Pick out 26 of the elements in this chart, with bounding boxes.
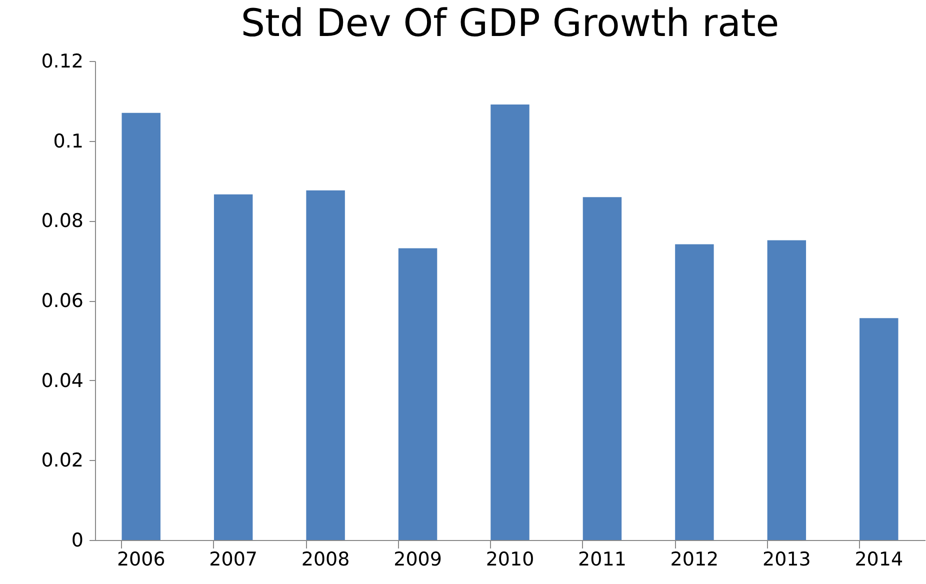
- y-tick-label: 0.04: [41, 370, 84, 392]
- y-tick-label: 0.02: [41, 450, 84, 472]
- y-tick-label: 0.1: [53, 130, 84, 152]
- x-tick-label: 2007: [209, 548, 258, 570]
- x-tick-label: 2006: [116, 548, 166, 570]
- x-tick-label: 2011: [578, 548, 626, 570]
- bar: [306, 190, 345, 540]
- bar: [398, 248, 438, 540]
- chart-title: Std Dev Of GDP Growth rate: [240, 1, 780, 45]
- x-tick-label: 2009: [394, 548, 442, 570]
- y-tick-label: 0.08: [41, 210, 84, 232]
- x-tick-label: 2013: [762, 548, 811, 570]
- y-tick-label: 0.12: [41, 50, 84, 72]
- bar: [214, 194, 253, 540]
- x-tick-label: 2008: [301, 548, 350, 570]
- y-tick-label: 0.06: [41, 290, 84, 312]
- bar: [675, 244, 714, 540]
- x-tick-label: 2014: [854, 548, 904, 570]
- bar: [122, 112, 160, 540]
- bar: [582, 197, 622, 540]
- bar: [860, 318, 898, 540]
- bar: [490, 104, 530, 540]
- y-tick-label: 0: [71, 530, 84, 552]
- x-tick-label: 2010: [486, 548, 534, 570]
- x-tick-label: 2012: [670, 548, 719, 570]
- bar: [767, 240, 806, 540]
